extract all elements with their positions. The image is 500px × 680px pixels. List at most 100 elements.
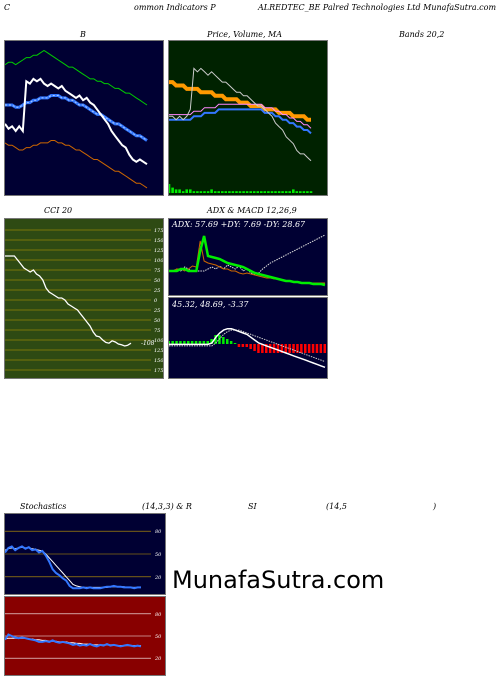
macd-histogram-bar [245, 344, 248, 347]
volume-bar [309, 191, 313, 193]
pv-close-line [169, 67, 312, 162]
rsi-tick-label: 80 [155, 612, 162, 618]
volume-bar [292, 189, 295, 193]
macd-histogram-bar [304, 344, 307, 353]
macd-histogram-bar [323, 344, 326, 353]
macd-histogram-bar [307, 344, 311, 353]
macd-histogram-bar [265, 344, 268, 353]
adx-values-text: ADX: 57.69 +DY: 7.69 -DY: 28.67 [172, 220, 306, 229]
macd-histogram-bar [284, 344, 287, 353]
macd-histogram-bar [206, 341, 209, 344]
macd-histogram-bar [241, 344, 245, 347]
cci-tick-label: 25 [153, 308, 160, 314]
cci-tick-label: 100 [154, 258, 163, 264]
macd-histogram-bar [268, 344, 272, 353]
cci-tick-label: 125 [154, 348, 163, 354]
rsi-panel: 80 50 20 [4, 596, 166, 676]
volume-bar [171, 187, 174, 193]
cci-line [5, 255, 132, 347]
adx-chart [169, 234, 326, 287]
adx-macd-label: ADX & MACD 12,26,9 [207, 206, 297, 215]
macd-histogram-bar [175, 341, 178, 344]
cci-tick-label: 75 [154, 268, 160, 274]
header-c: C [4, 3, 11, 12]
stoch-d-line [5, 546, 141, 588]
macd-histogram-bar [171, 341, 174, 344]
rsi-line [5, 633, 142, 648]
macd-histogram-bar [210, 339, 213, 344]
volume-bar [203, 191, 206, 193]
volume-bar [238, 191, 242, 193]
macd-histogram-bar [311, 344, 315, 353]
macd-chart [169, 327, 326, 369]
volume-bar [299, 191, 302, 193]
watermark: MunafaSutra.com [172, 566, 385, 594]
volume-bar [196, 191, 199, 193]
volume-bar [277, 191, 281, 193]
volume-bar [284, 191, 288, 193]
macd-histogram-bar [179, 341, 182, 344]
macd-histogram-bar [280, 344, 284, 353]
cci-tick-label: 75 [154, 328, 160, 334]
stochastics-chart: 80 50 20 [5, 529, 162, 590]
stochastics-panel: 80 50 20 [4, 513, 166, 595]
cci-tick-label: 150 [154, 238, 163, 244]
macd-histogram-bar [214, 335, 217, 344]
macd-histogram-bar [315, 344, 319, 353]
rsi-label: SI [248, 502, 257, 511]
stoch-tick-label: 80 [155, 529, 162, 535]
pv-ma-pink [169, 103, 312, 129]
macd-histogram-bar [292, 344, 295, 353]
cci-tick-label: 175 [154, 228, 163, 234]
volume-bar [169, 184, 171, 193]
cci-tick-label: 150 [154, 358, 163, 364]
macd-histogram-bar [226, 339, 229, 344]
macd-histogram-bar [253, 344, 256, 351]
header-title: ALREDTEC_BE Palred Technologies Ltd Muna… [258, 3, 497, 12]
volume-bar [231, 191, 235, 193]
macd-histogram-bar [183, 341, 186, 344]
cci-label: CCI 20 [44, 206, 73, 215]
volume-bar [295, 191, 299, 193]
macd-histogram-bar [237, 344, 241, 347]
macd-histogram-bar [300, 344, 303, 353]
bb-middle-band-inner [5, 95, 148, 141]
volume-bar [192, 191, 196, 193]
volume-bar [270, 191, 274, 193]
volume-bar [242, 191, 245, 193]
cci-tick-label: 125 [154, 248, 163, 254]
volume-bar [210, 189, 213, 193]
macd-histogram-bar [319, 344, 323, 353]
bb-lower-band [5, 140, 148, 189]
price-volume-panel [168, 40, 328, 196]
macd-histogram-bar [249, 344, 252, 349]
volume-bar [288, 191, 291, 193]
volume-bar [256, 191, 260, 193]
cci-tick-label: 175 [154, 368, 163, 374]
macd-histogram-bar [276, 344, 280, 353]
stoch-tick-label: 50 [155, 552, 162, 558]
pv-ma-orange [169, 80, 311, 122]
adx-minus-dy-line [169, 234, 326, 275]
cci-tick-label: 25 [153, 288, 160, 294]
macd-histogram-bar [202, 341, 206, 344]
adx-line [169, 235, 326, 287]
header-indicators: ommon Indicators P [134, 3, 216, 12]
volume-bar [274, 191, 277, 193]
cci-tick-label: 50 [154, 278, 161, 284]
volume-bar [267, 191, 270, 193]
macd-histogram-bar [194, 341, 198, 344]
volume-bar [174, 189, 178, 193]
macd-signal-line [169, 329, 326, 363]
volume-bar [189, 189, 192, 193]
macd-histogram-bar [288, 344, 291, 353]
rsi-tick-label: 20 [154, 656, 162, 662]
macd-histogram-bar [296, 344, 299, 353]
macd-histogram-bar [187, 341, 190, 344]
volume-bar [249, 191, 252, 193]
cci-tick-label: 50 [154, 318, 161, 324]
stochastics-params: (14,3,3) & R [142, 502, 192, 511]
bollinger-chart [5, 49, 148, 189]
volume-bar [178, 189, 181, 193]
cci-panel: 175 150 125 100 75 50 25 0 25 50 75 100 125 150 175 -10… [4, 218, 164, 379]
